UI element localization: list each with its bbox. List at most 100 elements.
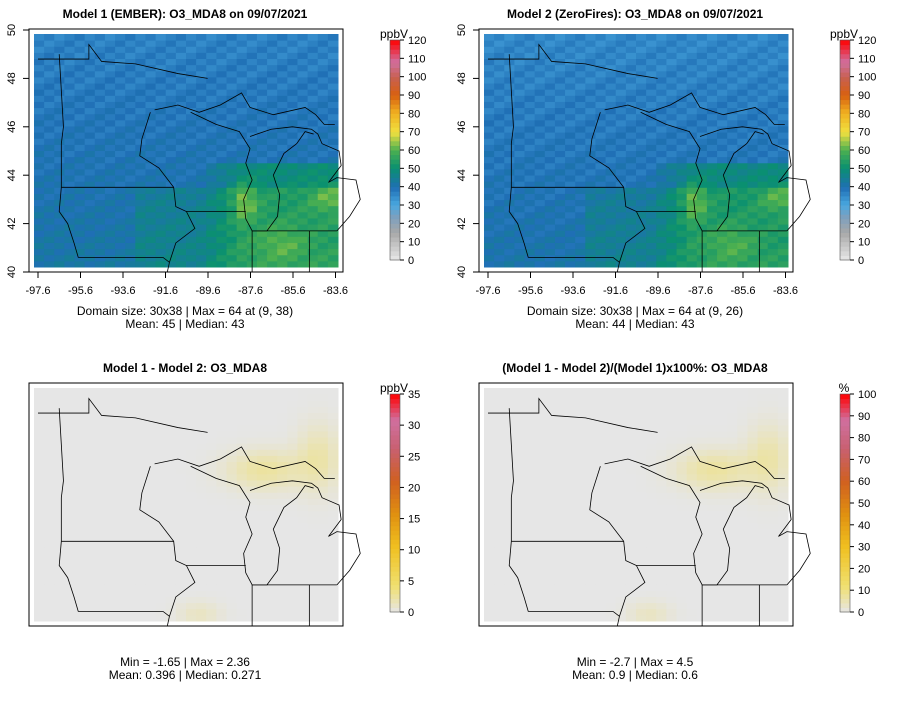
heatmap-cell <box>54 132 65 139</box>
heatmap-cell <box>625 443 637 450</box>
heatmap-cell <box>484 211 495 219</box>
x-tick-label: -93.6 <box>110 285 135 297</box>
heatmap-cell <box>656 400 667 407</box>
heatmap-cell <box>737 455 748 463</box>
heatmap-cell <box>565 46 576 53</box>
heatmap-cell <box>317 498 329 505</box>
colorbar-swatch <box>390 507 400 513</box>
heatmap-cell <box>84 541 96 548</box>
heatmap-cell <box>544 132 556 139</box>
heatmap-cell <box>565 498 576 505</box>
heatmap-cell <box>64 254 76 262</box>
heatmap-cell <box>267 119 278 127</box>
heatmap-cell <box>307 394 319 401</box>
heatmap-cell <box>666 150 678 158</box>
heatmap-cell <box>706 492 718 499</box>
colorbar-swatch <box>840 448 850 454</box>
heatmap-cell <box>64 211 76 219</box>
heatmap-cell <box>277 76 288 84</box>
heatmap-cell <box>777 89 789 96</box>
heatmap-cell <box>554 455 566 463</box>
heatmap-cell <box>494 424 505 432</box>
heatmap-cell <box>595 553 607 561</box>
heatmap-cell <box>757 394 769 401</box>
heatmap-cell <box>544 479 556 487</box>
heatmap-cell <box>84 455 96 463</box>
heatmap-cell <box>226 437 238 444</box>
heatmap-cell <box>186 492 197 499</box>
heatmap-cell <box>585 412 596 420</box>
heatmap-cell <box>44 125 55 133</box>
heatmap-cell <box>44 70 55 78</box>
heatmap-cell <box>34 479 45 487</box>
heatmap-cell <box>676 242 688 250</box>
colorbar-swatch <box>390 525 400 531</box>
heatmap-cell <box>585 211 596 219</box>
heatmap-cell <box>717 449 728 456</box>
heatmap-cell <box>747 95 759 102</box>
heatmap-grid <box>34 388 339 622</box>
heatmap-cell <box>287 125 298 133</box>
heatmap-cell <box>206 76 217 84</box>
heatmap-cell <box>135 162 146 170</box>
heatmap-cell <box>676 602 688 610</box>
heatmap-cell <box>686 516 698 524</box>
heatmap-cell <box>595 95 607 102</box>
heatmap-cell <box>64 571 76 579</box>
colorbar-tick-label: 30 <box>408 200 420 212</box>
heatmap-cell <box>737 498 748 505</box>
heatmap-cell <box>686 504 698 512</box>
heatmap-cell <box>165 95 177 102</box>
heatmap-cell <box>727 553 738 561</box>
heatmap-cell <box>676 522 688 530</box>
heatmap-grid <box>484 34 789 268</box>
heatmap-cell <box>656 486 667 493</box>
heatmap-cell <box>737 242 748 250</box>
heatmap-cell <box>54 424 65 432</box>
heatmap-cell <box>504 565 515 573</box>
heatmap-cell <box>277 553 288 561</box>
colorbar-swatch <box>840 182 850 188</box>
heatmap-cell <box>267 242 278 250</box>
heatmap-cell <box>327 461 339 469</box>
heatmap-cell <box>135 437 146 444</box>
heatmap-cell <box>277 52 288 60</box>
heatmap-cell <box>246 76 258 84</box>
heatmap-cell <box>175 193 187 201</box>
heatmap-cell <box>256 516 268 524</box>
heatmap-cell <box>125 58 136 66</box>
heatmap-cell <box>544 437 556 444</box>
heatmap-cell <box>327 602 339 610</box>
heatmap-cell <box>646 449 657 456</box>
heatmap-cell <box>236 388 248 395</box>
heatmap-cell <box>737 132 748 139</box>
heatmap-cell <box>44 498 55 505</box>
heatmap-cell <box>615 394 627 401</box>
heatmap-cell <box>757 443 769 450</box>
heatmap-cell <box>706 467 718 475</box>
heatmap-cell <box>125 418 136 426</box>
heatmap-cell <box>287 40 298 47</box>
heatmap-cell <box>186 473 197 481</box>
heatmap-cell <box>277 486 288 493</box>
heatmap-cell <box>226 64 238 72</box>
heatmap-cell <box>115 144 126 151</box>
heatmap-cell <box>216 529 228 536</box>
heatmap-cell <box>206 467 217 475</box>
heatmap-cell <box>64 236 76 243</box>
heatmap-cell <box>165 205 177 213</box>
heatmap-cell <box>74 498 86 505</box>
heatmap-cell <box>256 596 268 604</box>
heatmap-cell <box>175 565 187 573</box>
heatmap-cell <box>226 614 238 622</box>
heatmap-cell <box>327 162 339 170</box>
heatmap-cell <box>64 565 76 573</box>
heatmap-cell <box>256 248 268 256</box>
heatmap-cell <box>104 510 116 518</box>
heatmap-cell <box>747 211 759 219</box>
heatmap-cell <box>554 443 566 450</box>
heatmap-cell <box>267 516 278 524</box>
heatmap-cell <box>317 418 329 426</box>
heatmap-cell <box>216 119 228 127</box>
heatmap-cell <box>64 400 76 407</box>
